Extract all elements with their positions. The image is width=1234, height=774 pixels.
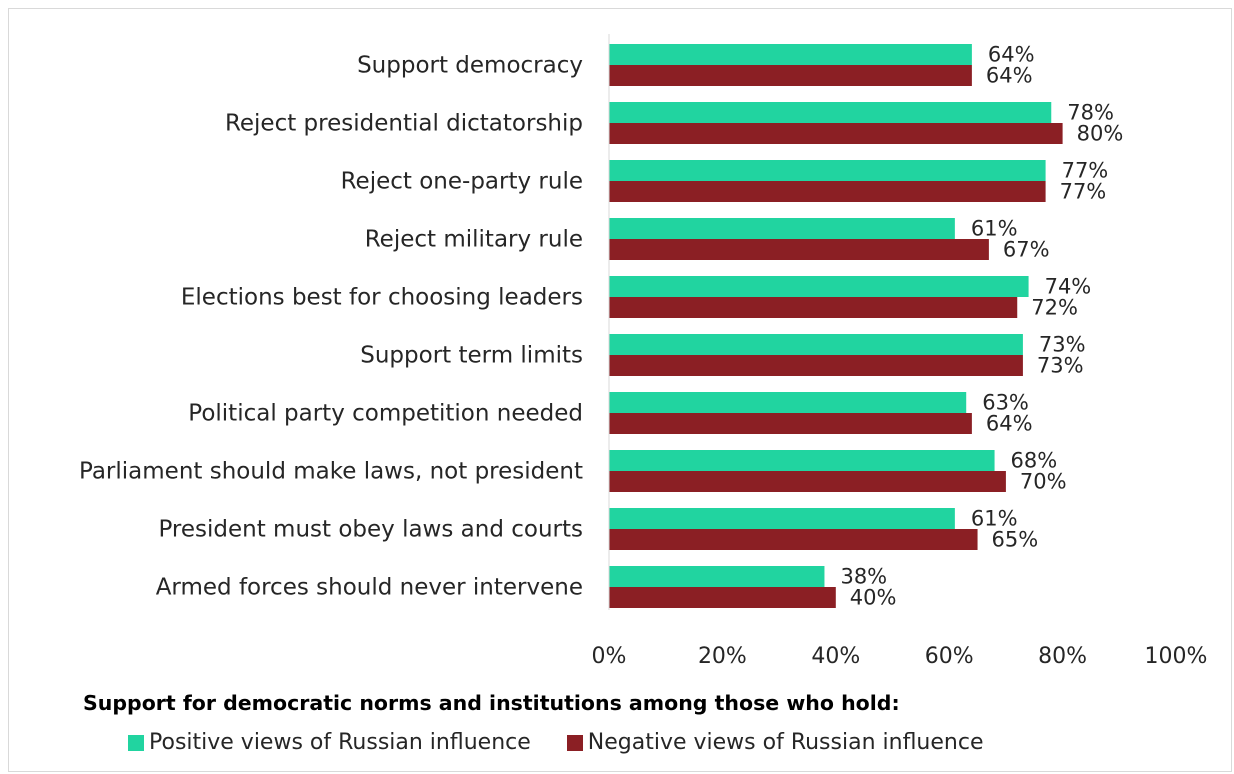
- value-label-positive: 77%: [1062, 159, 1109, 183]
- value-label-negative: 67%: [1003, 238, 1050, 262]
- value-label-negative: 65%: [992, 528, 1039, 552]
- value-label-negative: 72%: [1031, 296, 1078, 320]
- bar-negative: [609, 355, 1023, 376]
- value-label-positive: 74%: [1045, 275, 1092, 299]
- category-label: Reject one-party rule: [341, 169, 583, 195]
- bar-negative: [609, 529, 978, 550]
- value-label-negative: 77%: [1060, 180, 1107, 204]
- value-label-positive: 64%: [988, 43, 1035, 67]
- category-label: Support democracy: [357, 53, 583, 79]
- bar-negative: [609, 413, 972, 434]
- value-label-positive: 38%: [840, 565, 887, 589]
- bar-negative: [609, 239, 989, 260]
- value-label-negative: 80%: [1077, 122, 1124, 146]
- category-label: Reject presidential dictatorship: [225, 111, 583, 137]
- value-label-negative: 70%: [1020, 470, 1067, 494]
- x-tick-label: 80%: [1038, 644, 1087, 669]
- bar-negative: [609, 587, 836, 608]
- legend-swatch-positive: [128, 734, 144, 751]
- legend-label-positive: Positive views of Russian influence: [149, 730, 531, 755]
- bar-positive: [609, 276, 1029, 297]
- bar-positive: [609, 392, 967, 413]
- legend: Positive views of Russian influence Nega…: [128, 730, 1019, 755]
- category-label: Political party competition needed: [188, 401, 583, 427]
- bar-positive: [609, 160, 1046, 181]
- value-label-positive: 68%: [1011, 449, 1058, 473]
- x-tick-label: 100%: [1145, 644, 1208, 669]
- value-label-negative: 64%: [986, 64, 1033, 88]
- category-label: Support term limits: [360, 343, 583, 369]
- value-label-positive: 63%: [982, 391, 1029, 415]
- category-label: Elections best for choosing leaders: [181, 285, 583, 311]
- bar-negative: [609, 181, 1046, 202]
- bar-negative: [609, 123, 1063, 144]
- legend-label-negative: Negative views of Russian influence: [587, 730, 984, 755]
- bar-negative: [609, 471, 1006, 492]
- legend-swatch-negative: [566, 734, 583, 751]
- x-tick-label: 40%: [811, 644, 860, 669]
- category-label: President must obey laws and courts: [158, 517, 583, 543]
- value-label-negative: 73%: [1037, 354, 1084, 378]
- bar-positive: [609, 44, 972, 65]
- bar-positive: [609, 508, 955, 529]
- bar-positive: [609, 450, 995, 471]
- category-label: Reject military rule: [365, 227, 583, 253]
- x-tick-label: 20%: [698, 644, 747, 669]
- value-label-positive: 61%: [971, 217, 1018, 241]
- bar-negative: [609, 65, 972, 86]
- value-label-positive: 78%: [1067, 101, 1114, 125]
- value-label-positive: 73%: [1039, 333, 1086, 357]
- legend-item-negative: Negative views of Russian influence: [566, 730, 984, 755]
- bar-positive: [609, 566, 825, 587]
- category-label: Parliament should make laws, not preside…: [79, 459, 583, 485]
- value-label-negative: 40%: [850, 586, 897, 610]
- legend-item-positive: Positive views of Russian influence: [128, 730, 531, 755]
- bar-positive: [609, 218, 955, 239]
- value-label-positive: 61%: [971, 507, 1018, 531]
- x-tick-label: 60%: [925, 644, 974, 669]
- value-label-negative: 64%: [986, 412, 1033, 436]
- legend-title: Support for democratic norms and institu…: [83, 691, 900, 715]
- bar-negative: [609, 297, 1018, 318]
- category-label: Armed forces should never intervene: [156, 575, 583, 601]
- bar-positive: [609, 334, 1023, 355]
- x-tick-label: 0%: [592, 644, 627, 669]
- bar-positive: [609, 102, 1052, 123]
